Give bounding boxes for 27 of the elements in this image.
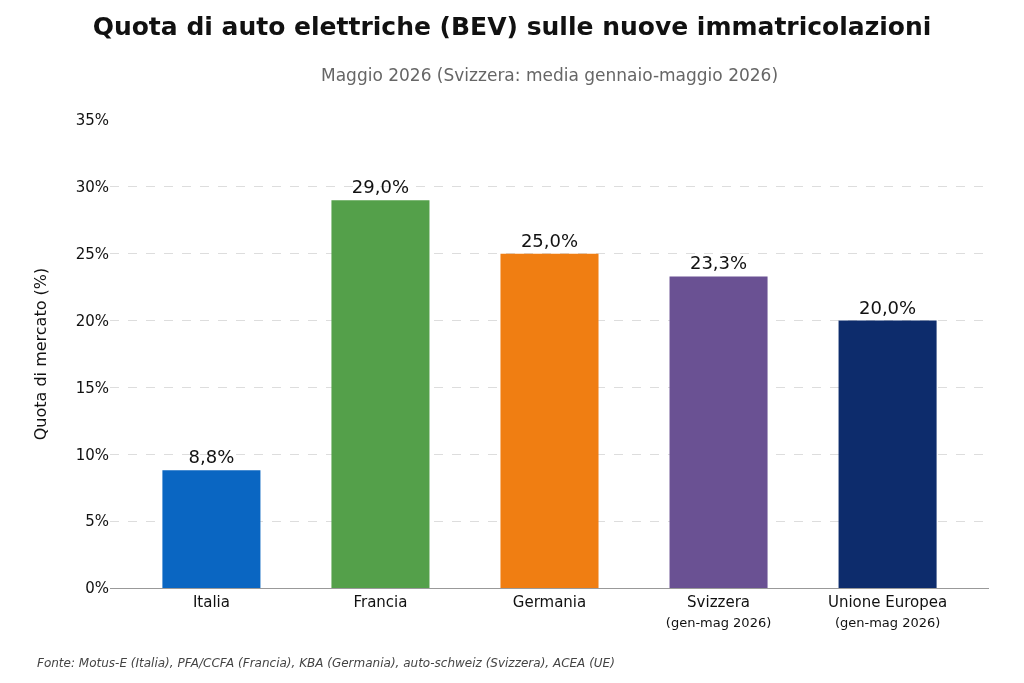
x-tick-label: Italia xyxy=(192,593,230,611)
data-label: 29,0% xyxy=(351,176,410,198)
data-label: 25,0% xyxy=(520,229,579,251)
chart-subtitle: Maggio 2026 (Svizzera: media gennaio-maggio 2026) xyxy=(321,65,779,85)
x-tick-label: Germania xyxy=(512,593,587,611)
y-tick-label: 10% xyxy=(75,445,109,464)
bar xyxy=(162,470,261,588)
x-tick-label: Unione Europea (gen-mag 2026) xyxy=(827,593,948,630)
data-label: 8,8% xyxy=(188,446,235,468)
y-tick-label: 0% xyxy=(85,579,109,598)
x-tick-label: Svizzera (gen-mag 2026) xyxy=(665,593,772,630)
source-note: Fonte: Motus-E (Italia), PFA/CCFA (Francia), KBA (Germania), auto-schweiz (Svizzera), ACEA (UE) xyxy=(37,656,615,670)
x-tick-label: Francia xyxy=(353,593,408,611)
data-label: 23,3% xyxy=(689,252,748,274)
bar xyxy=(331,200,430,588)
y-axis-title: Quota di mercato (%) xyxy=(30,267,50,441)
y-tick-label: 15% xyxy=(75,378,109,397)
bar xyxy=(838,320,937,588)
data-label: 20,0% xyxy=(858,296,917,318)
chart-title: Quota di auto elettriche (BEV) sulle nuove immatricolazioni xyxy=(92,11,932,41)
y-tick-label: 30% xyxy=(75,178,109,197)
y-tick-label: 20% xyxy=(75,311,109,330)
y-tick-label: 35% xyxy=(75,111,109,130)
bar xyxy=(669,276,768,588)
y-tick-label: 25% xyxy=(75,244,109,263)
bar xyxy=(500,253,599,588)
y-tick-label: 5% xyxy=(85,512,109,531)
